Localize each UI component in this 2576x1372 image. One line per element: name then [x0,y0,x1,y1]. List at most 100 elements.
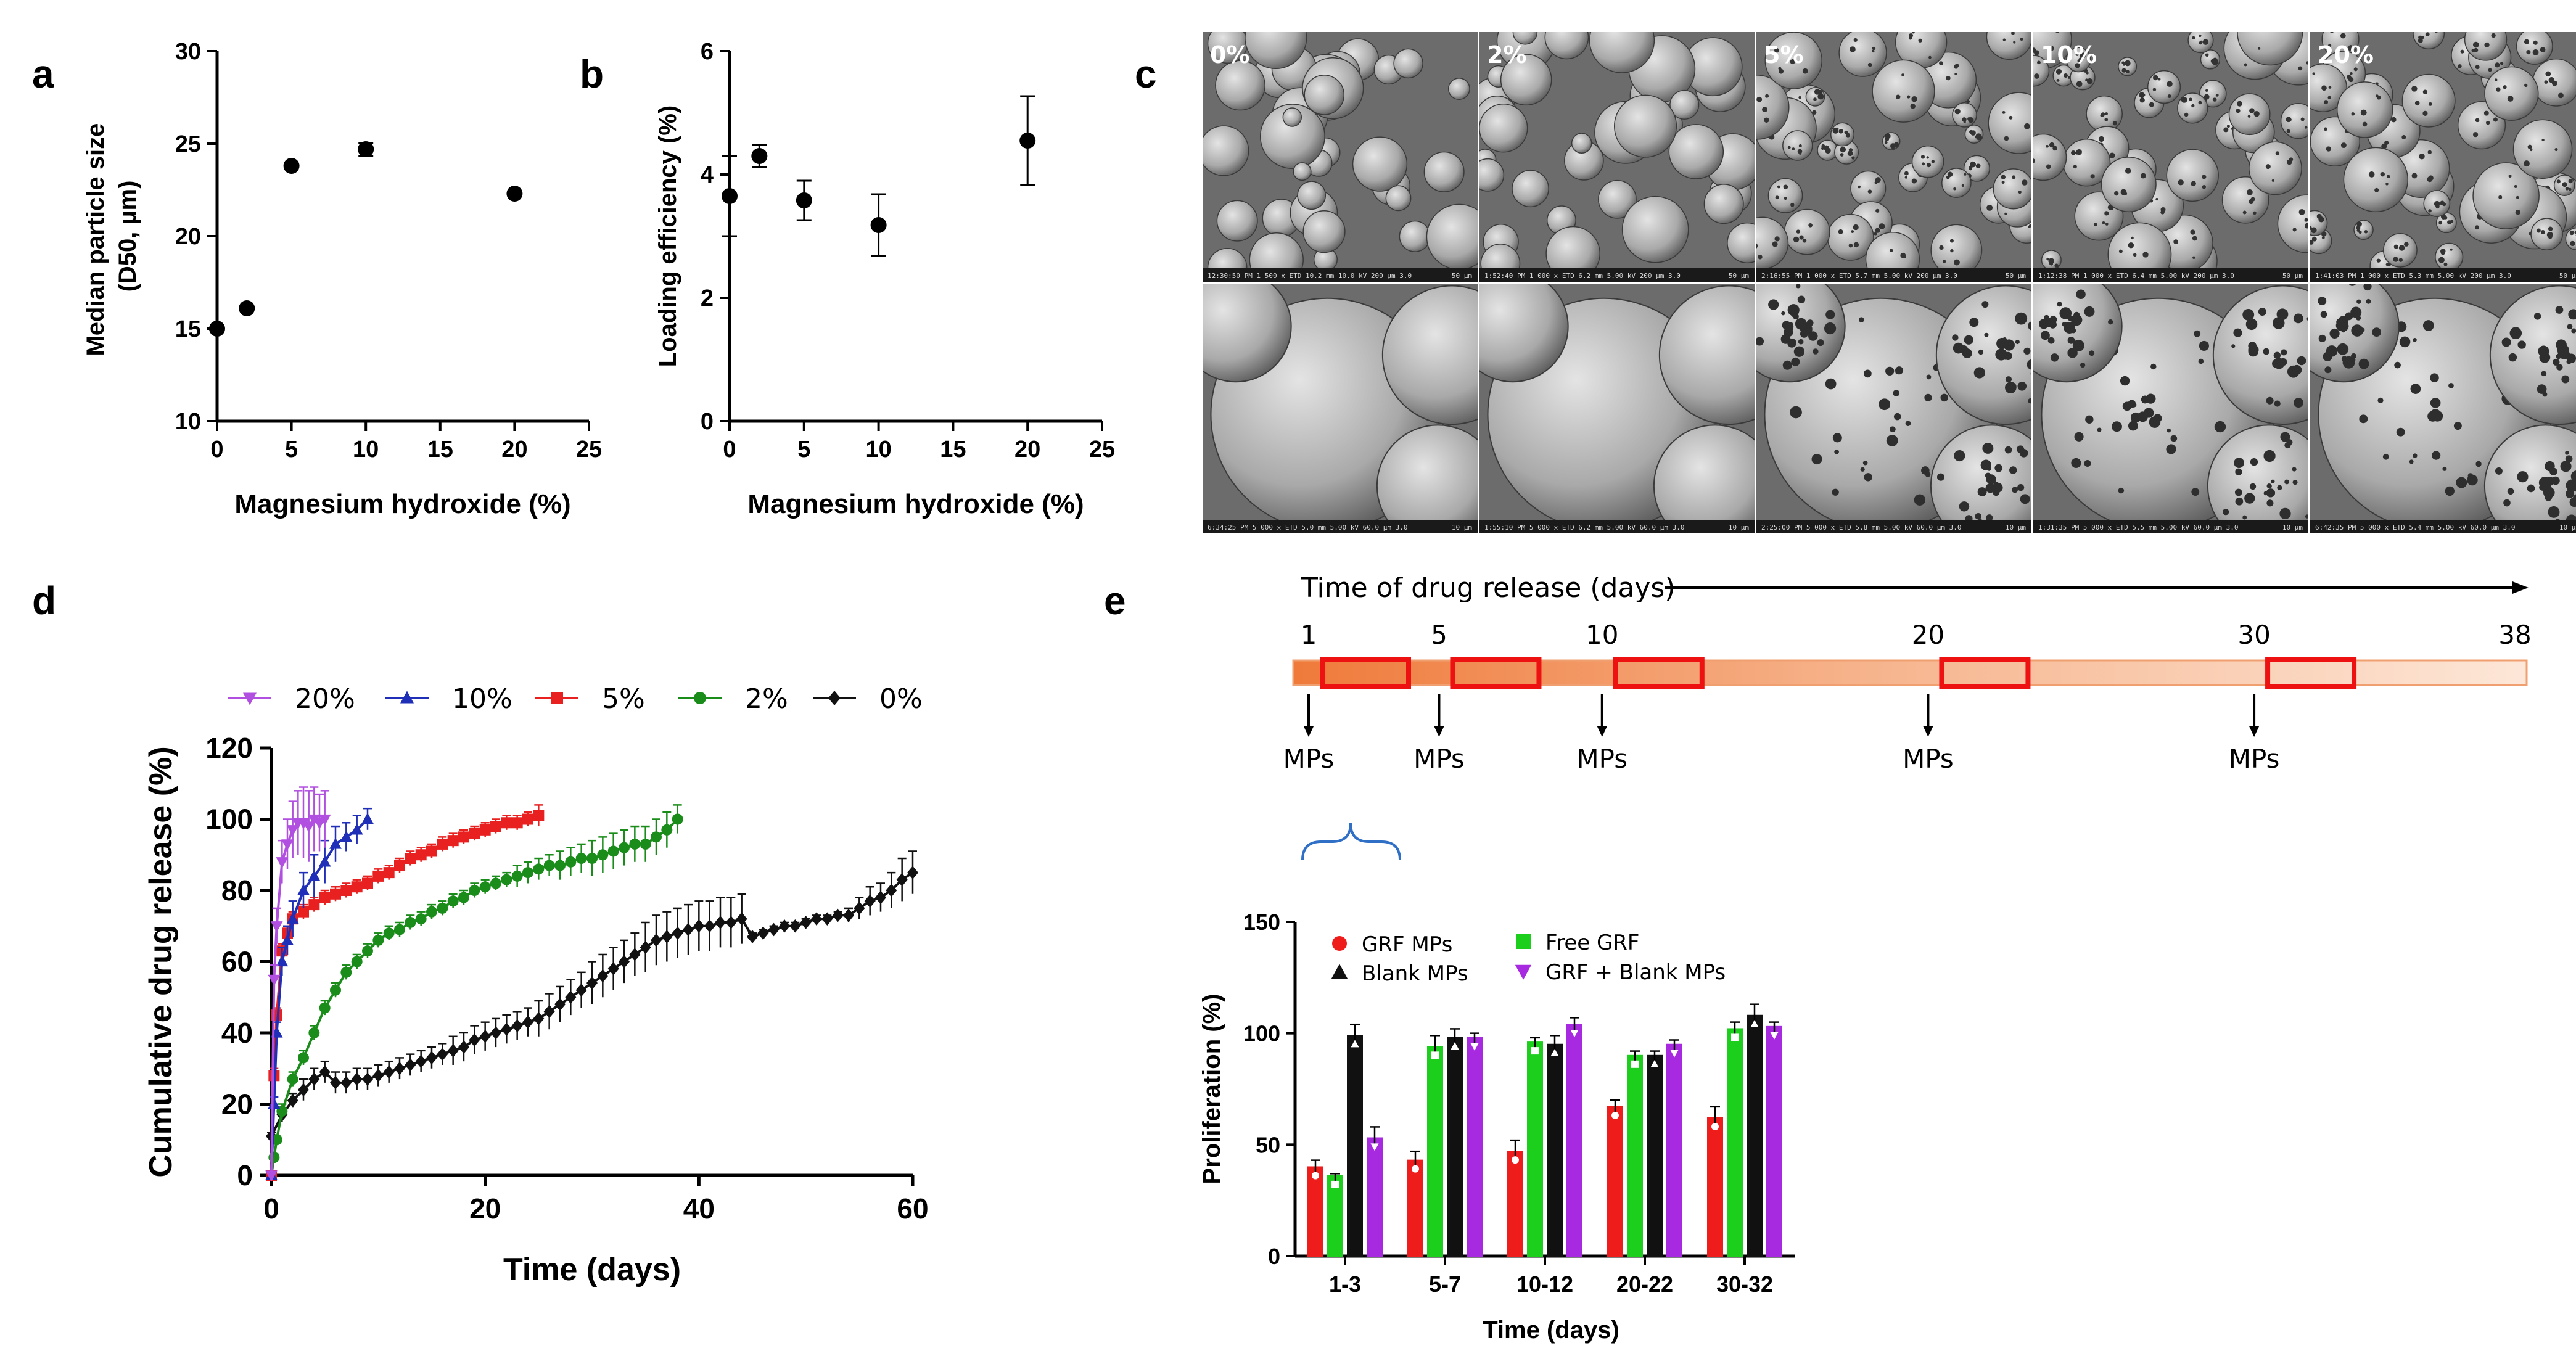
sem-pore [2249,108,2255,113]
sem-pore [2458,64,2462,68]
sem-pore [2442,466,2447,471]
sem-pore [2517,340,2526,349]
sem-pore [2324,127,2327,131]
chart-a-x-tick-label: 5 [285,437,298,462]
chart-a-ylabel-line-2: (D50, µm) [114,181,141,292]
sem-pore [1790,59,1795,65]
chart-d-data-point [597,969,609,983]
sem-pore [1911,178,1917,184]
chart-e-bar-point [1331,1180,1339,1188]
sem-pore [2070,314,2083,326]
sem-pore [1859,317,1864,322]
timeline-release-bar [1292,659,2528,686]
sem-pore [1772,241,1778,247]
chart-d-legend-marker [694,692,706,704]
sem-pore [1756,96,1763,102]
sem-pore [2404,242,2409,247]
sem-pore [2286,439,2293,445]
sem-pore [1981,301,1989,308]
sem-pore [2318,334,2326,342]
sem-microparticle [1838,32,1887,77]
sem-pore [1814,89,1821,95]
sem-pore [2033,47,2036,53]
sem-pore [1779,68,1784,74]
sem-pore [2312,72,2315,75]
sem-pore [1813,348,1819,355]
chart-d-data-point [281,934,294,945]
sem-pore [2085,415,2094,424]
sem-pore [2537,384,2547,394]
chart-d-data-point [693,919,705,933]
chart-e-bar-point [1631,1060,1639,1068]
sem-pore [1967,117,1971,121]
chart-e-bar-point [1531,1047,1539,1055]
sem-pore [2293,313,2303,324]
sem-pore [1978,349,1984,355]
sem-pore [1825,378,1837,390]
chart-e-bar-point [1650,1059,1659,1067]
sem-pore [1946,175,1950,179]
sem-microparticle [1479,158,1505,192]
sem-pore [2328,44,2332,47]
chart-d-data-point [479,824,491,836]
sem-pore [2018,191,2022,194]
sem-microparticle [1393,48,1423,79]
sem-pore [2430,398,2441,408]
sem-pore [1977,487,1987,496]
sem-pore [2059,307,2072,319]
chart-d-data-point [394,1061,405,1075]
sem-pore [2273,351,2281,359]
sem-pore [1788,326,1793,331]
chart-e-bar [1607,1106,1623,1257]
chart-e-bar-point [1431,1051,1439,1059]
timeline-dose-arrowhead [1597,726,1607,737]
sem-pore [2253,211,2257,215]
sem-pore [2280,432,2290,442]
sem-pore [2508,174,2512,178]
sem-microparticle [2237,32,2303,66]
sem-microparticle [2249,141,2302,195]
sem-tile-low-mag: 1:12:38 PM 1 000 x ETD 6.4 mm 5.00 kV 20… [2033,14,2308,282]
chart-d-data-point [469,1033,480,1047]
sem-pore [2411,86,2418,92]
sem-pore [2304,223,2308,229]
sem-pore [2133,253,2137,257]
sem-pore [2098,136,2105,142]
chart-d-data-point [426,1051,437,1065]
chart-d-data-point [298,1083,309,1097]
sem-microparticle [2401,73,2456,128]
sem-pore [2500,62,2504,65]
sem-pore [2160,207,2166,213]
chart-b-point [870,217,887,233]
chart-e-legend-label: GRF MPs [1362,932,1452,957]
sem-pore [2411,173,2418,179]
sem-pore [1858,185,1861,189]
sem-pore [2128,400,2136,408]
sem-pore [2277,485,2282,490]
sem-info-strip [1756,268,2031,282]
sem-caption: 2:25:00 PM 5 000 x ETD 5.8 mm 5.00 kV 60… [1761,524,1962,532]
sem-pore [2574,231,2576,234]
sem-pore [1890,249,1893,252]
chart-d-data-point [629,838,641,850]
sem-pore [2212,59,2218,65]
sem-pore [1926,156,1929,159]
chart-d-legend-label: 2% [745,683,788,715]
chart-d-data-point [340,885,352,896]
sem-pore [1848,148,1853,152]
sem-pore [2266,499,2274,507]
sem-pore [2017,483,2025,491]
sem-pore [1893,142,1899,148]
sem-scale-label: 50 µm [2282,272,2303,280]
sem-pore [2258,47,2261,50]
sem-microparticle [1782,130,1813,161]
sem-pore [1792,147,1795,150]
sem-pore [1942,260,1946,263]
sem-pore [2571,328,2576,334]
chart-d-data-point [362,1072,373,1086]
sem-pore [2279,14,2282,17]
sem-pore [2052,146,2057,151]
sem-pore [2413,337,2417,342]
sem-pore [1985,483,1996,493]
